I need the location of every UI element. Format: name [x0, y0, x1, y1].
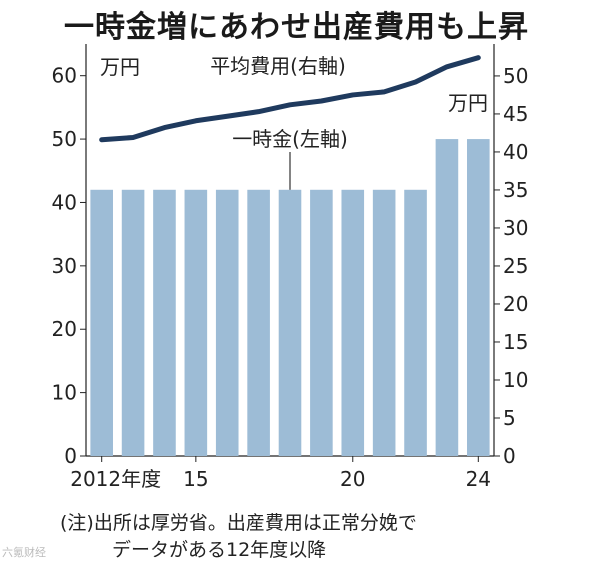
x-axis-tick-label: 15	[183, 467, 208, 491]
x-axis-tick-label: 2012年度	[70, 467, 161, 491]
right-axis-tick-label: 40	[503, 140, 528, 164]
left-axis-tick-label: 50	[52, 127, 77, 151]
right-axis-tick-label: 35	[503, 178, 528, 202]
right-axis-tick-label: 25	[503, 254, 528, 278]
left-axis-tick-label: 10	[52, 381, 77, 405]
right-axis-tick-label: 50	[503, 64, 528, 88]
bar	[467, 139, 490, 457]
note-line-1: (注)出所は厚労省。出産費用は正常分娩で	[60, 512, 417, 534]
x-axis-tick-label: 24	[466, 467, 491, 491]
right-axis-tick-label: 45	[503, 102, 528, 126]
bar-series-label: 一時金(左軸)	[232, 127, 348, 151]
bar	[184, 189, 208, 457]
chart-title: 一時金増にあわせ出産費用も上昇	[64, 10, 529, 45]
right-axis-tick-label: 30	[503, 216, 528, 240]
chart-note: (注)出所は厚労省。出産費用は正常分娩で データがある12年度以降	[60, 510, 580, 564]
average-cost-line	[99, 55, 481, 143]
line-series-label: 平均費用(右軸)	[210, 54, 346, 78]
right-axis-unit: 万円	[448, 91, 488, 115]
left-axis-tick-label: 60	[52, 64, 77, 88]
bar	[215, 189, 239, 457]
bar	[435, 139, 459, 457]
right-axis-tick-label: 0	[503, 444, 516, 468]
left-axis-tick-label: 0	[64, 444, 77, 468]
right-axis-tick-label: 10	[503, 368, 528, 392]
x-axis-tick-label: 20	[340, 467, 365, 491]
bar	[121, 189, 145, 457]
bar	[153, 189, 176, 457]
right-axis-tick-label: 5	[503, 406, 516, 430]
bar	[404, 189, 427, 457]
left-axis-unit: 万円	[100, 55, 140, 79]
bar	[341, 189, 365, 457]
bar	[310, 189, 333, 457]
bar	[372, 189, 396, 457]
right-axis-tick-label: 20	[503, 292, 528, 316]
bar	[278, 189, 302, 457]
bar	[247, 189, 270, 457]
bar	[90, 189, 113, 457]
note-line-2: データがある12年度以降	[112, 539, 327, 561]
left-axis-tick-label: 20	[52, 317, 77, 341]
left-axis-tick-label: 40	[52, 190, 77, 214]
right-axis-tick-label: 15	[503, 330, 528, 354]
watermark: 六氪财经	[2, 546, 46, 559]
left-axis-tick-label: 30	[52, 254, 77, 278]
